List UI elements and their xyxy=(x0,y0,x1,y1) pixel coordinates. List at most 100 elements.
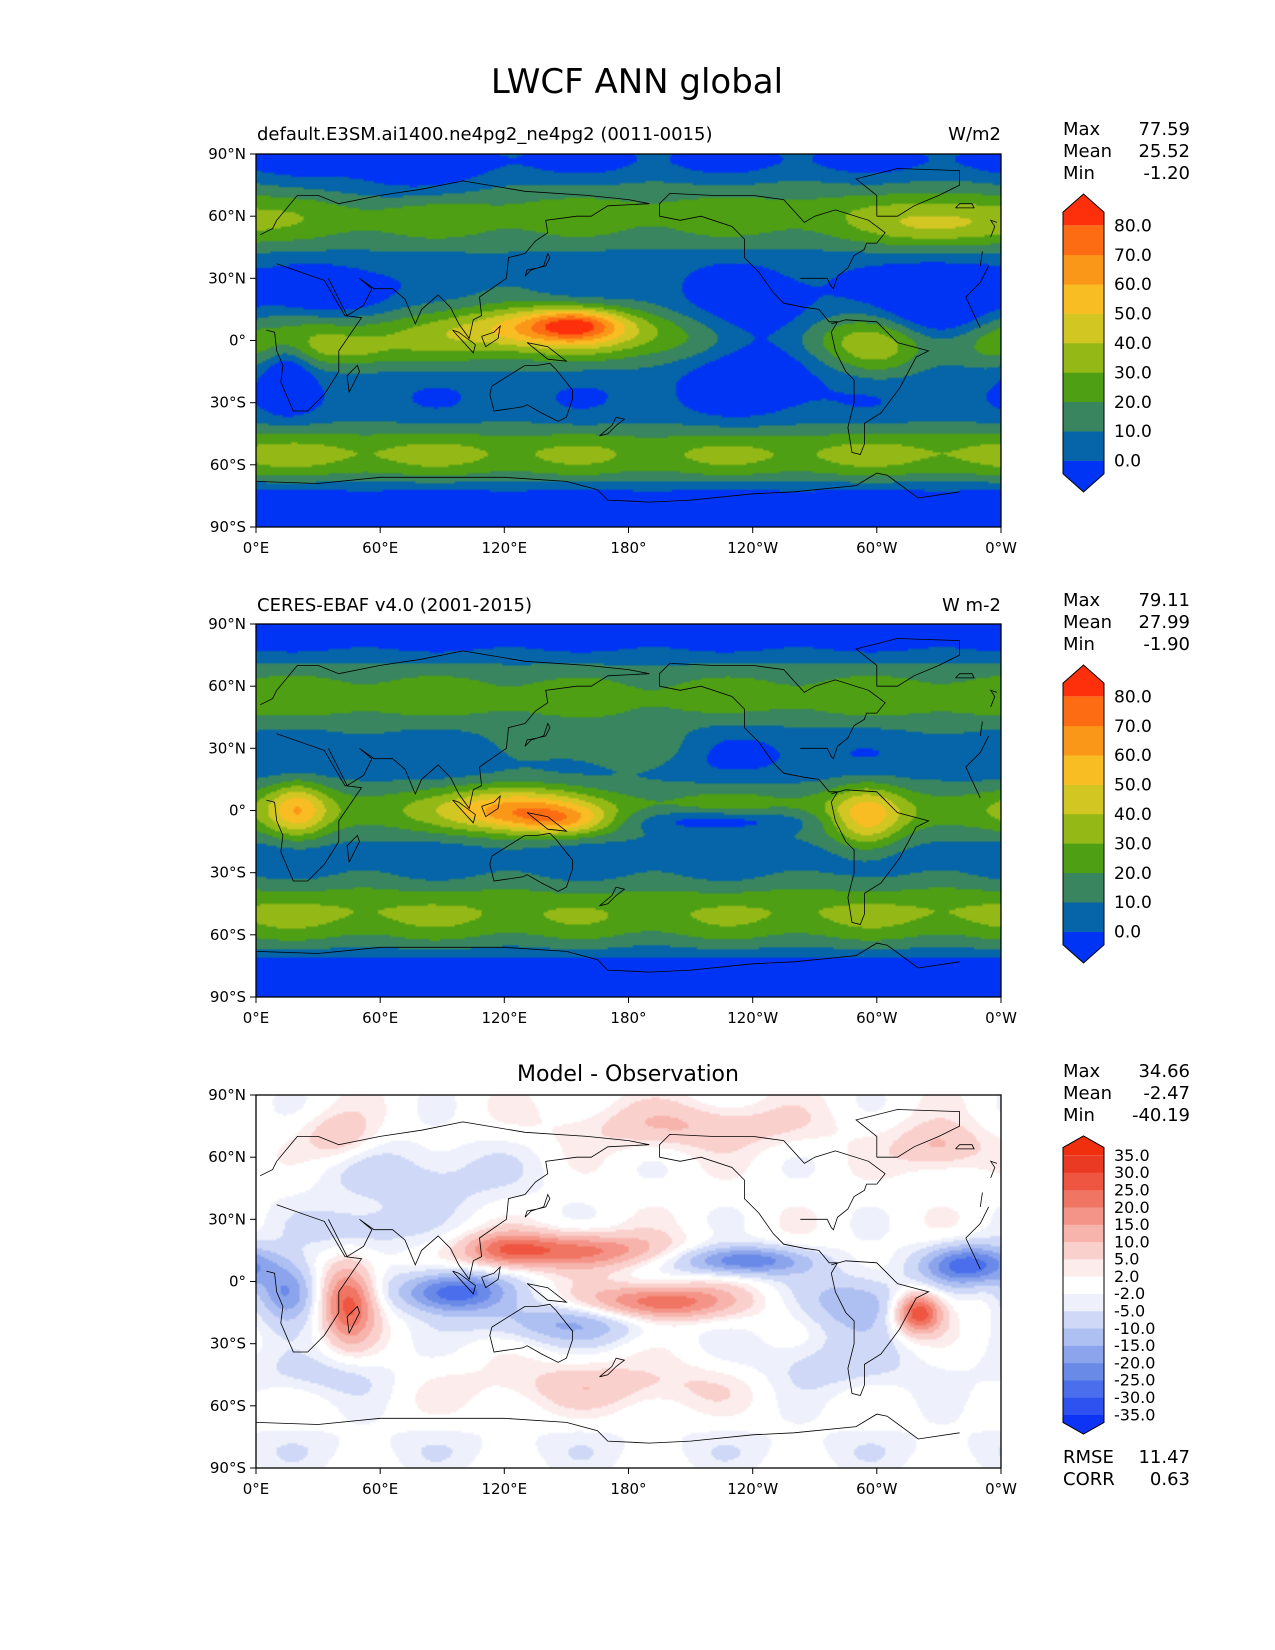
stat-value: 79.11 xyxy=(1138,590,1190,611)
colorbar: 80.0 70.0 60.0 50.0 40.0 30.0 20.0 10.0 0.0 xyxy=(1062,193,1152,493)
colorbar-swatch xyxy=(1063,902,1104,932)
coastline-path xyxy=(955,673,975,679)
lat-axis: 90°N 60°N 30°N 0° 30°S 60°S 90°S xyxy=(208,615,256,1006)
lon-tick-label: 120°E xyxy=(481,1480,527,1498)
coastline-path xyxy=(452,799,476,824)
colorbar-swatch xyxy=(1063,1310,1104,1329)
map-plot: 90°N 60°N 30°N 0° 30°S 60°S 90°S 0°E 60°… xyxy=(208,615,1017,1027)
coastline-path xyxy=(526,342,568,362)
stats-box: Max 34.66 Mean -2.47 Min -40.19 xyxy=(1063,1061,1190,1126)
coastline-path xyxy=(328,203,650,340)
coastline-path xyxy=(524,1193,551,1218)
colorbar-tick-label: 35.0 xyxy=(1114,1146,1150,1165)
colorbar-swatch xyxy=(1063,1172,1104,1191)
lat-tick-label: 90°N xyxy=(208,615,246,633)
colorbar-swatch xyxy=(1063,431,1104,461)
colorbar-tick-label: -2.0 xyxy=(1114,1284,1145,1303)
colorbar-swatch xyxy=(1063,313,1104,344)
coastline-path xyxy=(659,685,930,925)
coastline-path xyxy=(259,180,983,266)
stat-value: -2.47 xyxy=(1143,1083,1190,1104)
lat-tick-label: 30°S xyxy=(210,864,246,882)
lon-tick-label: 0°W xyxy=(985,539,1017,557)
colorbar-swatch xyxy=(1063,1136,1104,1156)
colorbar-tick-label: 80.0 xyxy=(1114,216,1152,236)
lon-tick-label: 0°E xyxy=(243,539,270,557)
coastline-path xyxy=(855,1109,960,1158)
colorbar-swatch xyxy=(1063,1328,1104,1346)
coastline-path xyxy=(659,215,930,455)
colorbar-swatch xyxy=(1063,1362,1104,1381)
coastline-path xyxy=(659,1156,930,1396)
coastline-path xyxy=(328,673,650,810)
coastline-path xyxy=(489,1303,573,1363)
colorbar-tick-label: 10.0 xyxy=(1114,1232,1150,1251)
lat-tick-label: 90°S xyxy=(210,518,246,536)
coastline-path xyxy=(989,689,998,708)
coastline-path xyxy=(259,1121,983,1207)
colorbar-swatch xyxy=(1063,372,1104,403)
coastline-path xyxy=(481,1265,501,1289)
colorbar-tick-label: 30.0 xyxy=(1114,363,1152,383)
colorbar-tick-label: -30.0 xyxy=(1114,1388,1155,1407)
lat-tick-label: 60°S xyxy=(210,926,246,944)
stat-value: 34.66 xyxy=(1138,1061,1190,1082)
lat-tick-label: 90°S xyxy=(210,1459,246,1477)
coastline-path xyxy=(524,722,551,747)
colorbar-outline xyxy=(1062,664,1105,964)
colorbar: 35.030.025.020.015.010.05.02.0-2.0-5.0-1… xyxy=(1062,1135,1155,1435)
coastline-path xyxy=(481,794,501,818)
lat-tick-label: 60°N xyxy=(208,677,246,695)
coastline-path xyxy=(955,1144,975,1150)
colorbar-swatch xyxy=(1063,1155,1104,1173)
lat-tick-label: 90°N xyxy=(208,145,246,163)
colorbar-tick-label: 50.0 xyxy=(1114,776,1152,796)
colorbar-swatch xyxy=(1063,814,1104,844)
panel-reference: CERES-EBAF v4.0 (2001-2015) W m-2 90°N 6… xyxy=(208,590,1190,1027)
colorbar-tick-label: -35.0 xyxy=(1114,1405,1155,1424)
coastline-path xyxy=(489,362,573,422)
colorbar-tick-label: 70.0 xyxy=(1114,717,1152,737)
stat-label: Min xyxy=(1063,163,1095,184)
contour-field xyxy=(256,154,1001,527)
lon-tick-label: 120°W xyxy=(727,1009,778,1027)
stat-label: Mean xyxy=(1063,1083,1112,1104)
coastline-path xyxy=(452,1270,476,1295)
lon-tick-label: 120°W xyxy=(727,1480,778,1498)
coastline-path xyxy=(452,329,476,354)
stat-label: Mean xyxy=(1063,141,1112,162)
colorbar-swatch xyxy=(1063,1259,1104,1277)
colorbar-swatch xyxy=(1063,755,1104,785)
coastline-path xyxy=(266,733,989,882)
colorbar-tick-label: 60.0 xyxy=(1114,275,1152,295)
coastline-path xyxy=(659,662,886,760)
stat-label: Max xyxy=(1063,1061,1101,1082)
lon-tick-label: 0°W xyxy=(985,1009,1017,1027)
colorbar: 80.0 70.0 60.0 50.0 40.0 30.0 20.0 10.0 0.0 xyxy=(1062,664,1152,964)
colorbar-swatch xyxy=(1063,784,1104,815)
colorbar-tick-label: 2.0 xyxy=(1114,1267,1139,1286)
stat-label: RMSE xyxy=(1063,1447,1114,1468)
colorbar-tick-label: 10.0 xyxy=(1114,893,1152,913)
coastline-path xyxy=(346,1305,360,1334)
lon-tick-label: 180° xyxy=(610,539,646,557)
coastline-path xyxy=(855,638,960,687)
colorbar-swatch xyxy=(1063,931,1104,963)
coastline-path xyxy=(989,219,998,238)
colorbar-swatch xyxy=(1063,1397,1104,1416)
colorbar-tick-label: 30.0 xyxy=(1114,834,1152,854)
lon-tick-label: 120°E xyxy=(481,1009,527,1027)
lat-tick-label: 90°S xyxy=(210,988,246,1006)
stat-label: Min xyxy=(1063,634,1095,655)
lat-tick-label: 90°N xyxy=(208,1086,246,1104)
coastline-path xyxy=(255,1413,960,1444)
coastline-path xyxy=(599,1357,626,1378)
colorbar-swatch xyxy=(1063,725,1104,756)
stat-label: CORR xyxy=(1063,1469,1115,1490)
colorbar-tick-label: 50.0 xyxy=(1114,305,1152,325)
coastline-path xyxy=(855,168,960,217)
lat-tick-label: 60°S xyxy=(210,1397,246,1415)
lat-tick-label: 60°N xyxy=(208,207,246,225)
coastline-path xyxy=(481,324,501,348)
contour-field xyxy=(256,1095,1001,1468)
